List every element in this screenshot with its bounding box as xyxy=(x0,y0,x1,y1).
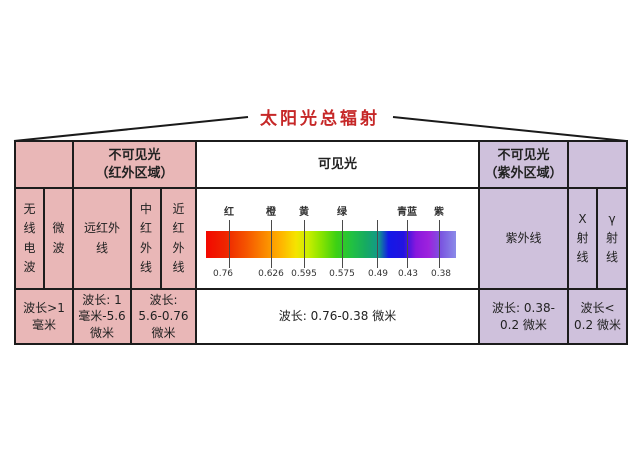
diagram-title: 太阳光总辐射 xyxy=(260,109,380,129)
wavelength-0-43: 0.43 xyxy=(397,269,419,279)
color-label-yellow: 黄 xyxy=(299,207,309,218)
tick-0-38 xyxy=(439,220,440,268)
spectrum-gradient-bar xyxy=(206,231,456,258)
header-blank-left xyxy=(16,142,72,187)
tick-0-43 xyxy=(407,220,408,268)
tick-0-575 xyxy=(342,220,343,268)
header-infrared-line1: 不可见光 xyxy=(108,147,161,163)
range-far-infrared: 波长: 1 毫米-5.6 微米 xyxy=(74,290,130,343)
wavelength-0-38: 0.38 xyxy=(430,269,452,279)
range-visible: 波长: 0.76-0.38 微米 xyxy=(197,290,478,343)
band-microwave: 微波 xyxy=(45,189,72,288)
band-near-infrared-label: 近红外线 xyxy=(172,202,185,274)
band-gamma-label: γ射线 xyxy=(605,211,618,265)
range-mid-near-infrared: 波长: 5.6-0.76 微米 xyxy=(132,290,195,343)
band-near-infrared: 近红外线 xyxy=(162,189,195,288)
tick-0-49 xyxy=(377,220,378,268)
tick-0-626 xyxy=(271,220,272,268)
range-ultraviolet: 波长: 0.38- 0.2 微米 xyxy=(480,290,567,343)
wavelength-0-49: 0.49 xyxy=(367,269,389,279)
header-infrared-line2: （红外区域） xyxy=(95,165,174,181)
tick-0-76 xyxy=(229,220,230,268)
header-ultraviolet-line2: （紫外区域） xyxy=(484,165,563,181)
band-mid-infrared-label: 中红外线 xyxy=(139,202,152,274)
band-mid-infrared: 中红外线 xyxy=(132,189,160,288)
wavelength-0-595: 0.595 xyxy=(291,269,317,279)
header-ultraviolet-line1: 不可见光 xyxy=(497,147,550,163)
color-label-orange: 橙 xyxy=(266,207,276,218)
band-gamma: γ射线 xyxy=(598,189,626,288)
header-ultraviolet: 不可见光 （紫外区域） xyxy=(480,142,567,187)
header-visible-label: 可见光 xyxy=(317,156,357,172)
header-infrared: 不可见光 （红外区域） xyxy=(74,142,195,187)
band-ultraviolet: 紫外线 xyxy=(480,189,567,288)
band-far-infrared: 远红外线 xyxy=(74,189,130,288)
range-radio-microwave: 波长>1 毫米 xyxy=(16,290,72,343)
wavelength-0-76: 0.76 xyxy=(212,269,234,279)
band-microwave-label: 微波 xyxy=(52,221,65,255)
header-visible: 可见光 xyxy=(197,142,478,187)
header-blank-right xyxy=(569,142,626,187)
tick-0-595 xyxy=(304,220,305,268)
band-radio-label: 无线电波 xyxy=(23,202,36,274)
band-xray: X射线 xyxy=(569,189,596,288)
band-ultraviolet-label: 紫外线 xyxy=(505,231,542,246)
color-label-green: 绿 xyxy=(337,207,347,218)
wavelength-0-575: 0.575 xyxy=(329,269,355,279)
band-xray-label: X射线 xyxy=(576,211,589,265)
wavelength-0-626: 0.626 xyxy=(258,269,284,279)
band-radio: 无线电波 xyxy=(16,189,43,288)
band-far-infrared-label: 远红外线 xyxy=(84,221,121,255)
color-label-red: 红 xyxy=(224,207,234,218)
visible-spectrum-panel: 红 橙 黄 绿 青蓝 紫 0.76 0.626 0.595 0.575 0.49… xyxy=(197,189,478,288)
color-label-violet: 紫 xyxy=(434,207,444,218)
range-xray-gamma: 波长< 0.2 微米 xyxy=(569,290,626,343)
spectrum-table: 不可见光 （红外区域） 可见光 不可见光 （紫外区域） 无线电波 微波 远红外线… xyxy=(14,140,628,345)
color-label-cyanblue: 青蓝 xyxy=(397,207,417,218)
